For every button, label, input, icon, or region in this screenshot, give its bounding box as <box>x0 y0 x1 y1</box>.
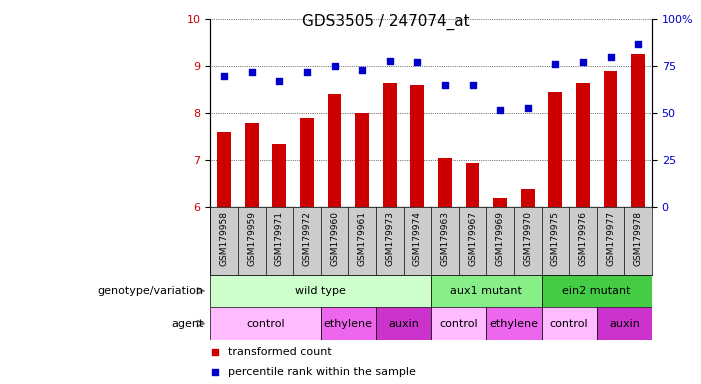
Bar <box>210 307 320 340</box>
Text: control: control <box>246 318 285 329</box>
Point <box>219 73 230 79</box>
Point <box>411 60 423 66</box>
Bar <box>486 307 542 340</box>
Text: GSM179973: GSM179973 <box>386 211 394 266</box>
Bar <box>355 113 369 207</box>
Bar <box>431 307 486 340</box>
Point <box>329 63 340 70</box>
Text: auxin: auxin <box>388 318 419 329</box>
Bar <box>431 275 542 307</box>
Text: ethylene: ethylene <box>324 318 373 329</box>
Bar <box>210 275 431 307</box>
Text: percentile rank within the sample: percentile rank within the sample <box>228 367 416 377</box>
Bar <box>631 55 645 207</box>
Bar <box>327 94 341 207</box>
Point <box>209 369 220 375</box>
Bar <box>548 92 562 207</box>
Bar <box>604 71 618 207</box>
Bar <box>383 83 397 207</box>
Point <box>357 67 368 73</box>
Bar <box>542 275 652 307</box>
Text: GSM179961: GSM179961 <box>358 211 367 266</box>
Text: aux1 mutant: aux1 mutant <box>450 286 522 296</box>
Text: GSM179974: GSM179974 <box>413 211 422 266</box>
Text: GDS3505 / 247074_at: GDS3505 / 247074_at <box>301 13 470 30</box>
Point <box>246 69 257 75</box>
Point <box>440 82 451 88</box>
Bar <box>521 189 535 207</box>
Text: GSM179971: GSM179971 <box>275 211 284 266</box>
Text: GSM179969: GSM179969 <box>496 211 505 266</box>
Text: GSM179963: GSM179963 <box>440 211 449 266</box>
Text: ethylene: ethylene <box>489 318 538 329</box>
Bar <box>494 198 507 207</box>
Text: GSM179960: GSM179960 <box>330 211 339 266</box>
Text: GSM179967: GSM179967 <box>468 211 477 266</box>
Bar <box>576 83 590 207</box>
Text: wild type: wild type <box>295 286 346 296</box>
Text: genotype/variation: genotype/variation <box>97 286 203 296</box>
Text: control: control <box>550 318 588 329</box>
Bar <box>438 158 452 207</box>
Point <box>467 82 478 88</box>
Point <box>550 61 561 68</box>
Bar <box>300 118 314 207</box>
Bar <box>273 144 286 207</box>
Text: auxin: auxin <box>609 318 640 329</box>
Bar <box>217 132 231 207</box>
Text: agent: agent <box>171 318 203 329</box>
Text: GSM179970: GSM179970 <box>523 211 532 266</box>
Point <box>578 60 589 66</box>
Point <box>605 54 616 60</box>
Text: GSM179978: GSM179978 <box>634 211 643 266</box>
Point <box>632 41 644 47</box>
Text: GSM179977: GSM179977 <box>606 211 615 266</box>
Text: control: control <box>440 318 478 329</box>
Bar <box>465 163 479 207</box>
Bar <box>376 307 431 340</box>
Text: GSM179972: GSM179972 <box>302 211 311 266</box>
Bar <box>410 85 424 207</box>
Text: GSM179958: GSM179958 <box>219 211 229 266</box>
Bar <box>245 123 259 207</box>
Bar <box>542 307 597 340</box>
Text: transformed count: transformed count <box>228 347 332 357</box>
Point <box>273 78 285 84</box>
Bar <box>320 307 376 340</box>
Point <box>494 106 505 113</box>
Point <box>384 58 395 64</box>
Text: GSM179975: GSM179975 <box>551 211 560 266</box>
Text: GSM179959: GSM179959 <box>247 211 256 266</box>
Point <box>522 104 533 111</box>
Text: GSM179976: GSM179976 <box>578 211 587 266</box>
Bar <box>597 307 652 340</box>
Text: ein2 mutant: ein2 mutant <box>562 286 631 296</box>
Point <box>301 69 313 75</box>
Point <box>209 349 220 355</box>
